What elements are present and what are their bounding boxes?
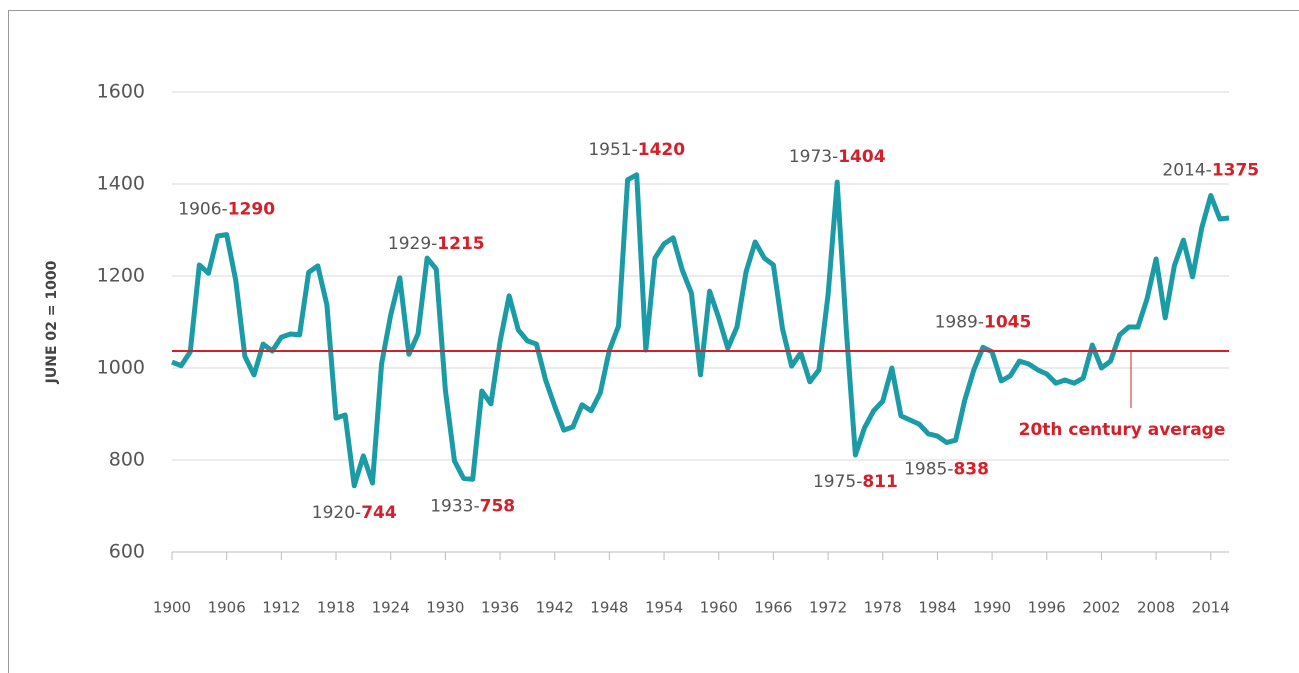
y-tick-label: 1400 [97, 173, 145, 195]
annotation: 1906-1290 [178, 200, 275, 220]
annotation-year: 1929- [388, 234, 437, 254]
average-label: 20th century average [1019, 420, 1226, 440]
annotation: 1929-1215 [388, 234, 485, 254]
x-tick-label: 1924 [372, 599, 410, 617]
y-tick-label: 600 [109, 541, 145, 563]
data-line [171, 172, 1230, 489]
annotation-year: 1933- [430, 496, 479, 516]
x-tick-label: 1930 [426, 599, 464, 617]
y-tick-label: 1200 [97, 265, 145, 287]
x-tick-label: 1906 [208, 599, 246, 617]
annotation-value: 758 [480, 496, 515, 516]
x-tick-label: 1942 [536, 599, 574, 617]
y-tick-label: 1600 [97, 81, 145, 103]
x-tick-label: 1978 [864, 599, 902, 617]
annotation-value: 1375 [1212, 161, 1259, 181]
annotation-value: 838 [953, 460, 989, 480]
annotation-value: 1215 [437, 234, 484, 254]
annotation-year: 1975- [813, 472, 862, 492]
x-tick-label: 1900 [153, 599, 191, 617]
x-tick-label: 2002 [1082, 599, 1120, 617]
annotation-value: 744 [361, 503, 397, 523]
frame [8, 10, 1299, 673]
x-tick-label: 1972 [809, 599, 847, 617]
annotation-value: 1045 [984, 312, 1031, 332]
y-tick-label: 1000 [97, 357, 145, 379]
annotation-value: 1290 [228, 200, 275, 220]
annotation: 1973-1404 [789, 147, 886, 167]
x-tick-label: 1954 [645, 599, 683, 617]
annotation-value: 1420 [638, 140, 685, 160]
annotation-value: 1404 [838, 147, 885, 167]
x-tick-label: 1984 [918, 599, 956, 617]
x-tick-label: 1912 [262, 599, 300, 617]
annotation: 1975-811 [813, 472, 898, 492]
x-tick-label: 2008 [1137, 599, 1175, 617]
annotation-year: 1973- [789, 147, 838, 167]
x-tick-label: 1918 [317, 599, 355, 617]
x-tick-label: 1996 [1028, 599, 1066, 617]
annotation-year: 1951- [588, 140, 637, 160]
annotation: 1920-744 [312, 503, 397, 523]
x-tick-label: 1960 [700, 599, 738, 617]
y-axis-label: JUNE 02 = 1000 [44, 260, 60, 384]
annotation-year: 1985- [904, 460, 953, 480]
annotation: 2014-1375 [1162, 161, 1259, 181]
annotation-year: 1989- [935, 312, 984, 332]
x-tick-label: 2014 [1192, 599, 1230, 617]
x-tick-label: 1966 [754, 599, 792, 617]
x-tick-label: 1936 [481, 599, 519, 617]
y-tick-label: 800 [109, 449, 145, 471]
annotation: 1951-1420 [588, 140, 685, 160]
annotation-year: 1906- [178, 200, 227, 220]
annotation: 1985-838 [904, 460, 989, 480]
x-tick-label: 1990 [973, 599, 1011, 617]
annotation: 1933-758 [430, 496, 515, 516]
annotation-year: 1920- [312, 503, 361, 523]
annotation-year: 2014- [1162, 161, 1211, 181]
annotation-value: 811 [862, 472, 898, 492]
annotation: 1989-1045 [935, 312, 1032, 332]
x-tick-label: 1948 [590, 599, 628, 617]
